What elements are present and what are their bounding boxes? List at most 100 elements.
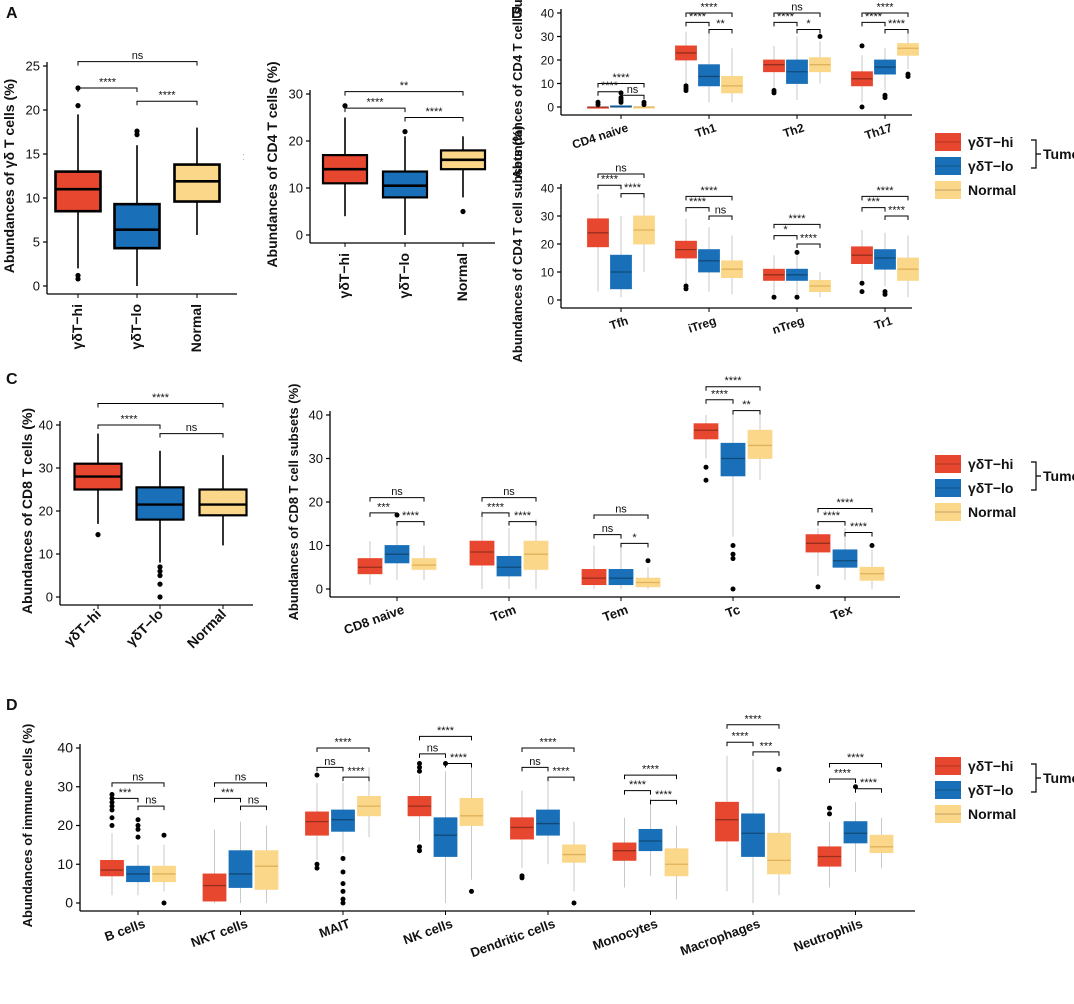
b2-lo-box <box>786 268 808 281</box>
d-sig-label: **** <box>437 725 455 737</box>
b2-sig-bracket <box>597 184 622 190</box>
d-lo-outlier <box>340 888 346 894</box>
c2-y-title: Abundances of CD8 T cell subsets (%) <box>286 384 301 621</box>
b2-sig-bracket <box>796 243 821 248</box>
d-normal-outlier <box>161 900 167 906</box>
b2-y-tick-label: 0 <box>547 294 554 308</box>
b2-hi-box <box>851 246 873 265</box>
a1-sig-bracket <box>136 100 198 106</box>
b1-category-label: CD4 naive <box>570 120 630 151</box>
c2-hi-box <box>693 423 719 440</box>
c2-y-tick-label: 0 <box>316 582 323 597</box>
a1-category-label: γδT−lo <box>128 304 144 349</box>
chart-c2: 0 10 20 30 40 Abundances of CD8 T cell subset… <box>286 375 900 637</box>
b1-sig-label: **** <box>888 18 906 30</box>
c2-lo-box <box>384 545 410 564</box>
d-y-tick-label: 10 <box>57 856 73 872</box>
d-y-tick-label: 40 <box>57 740 73 756</box>
legend-label: γδT−hi <box>968 134 1013 150</box>
d-hi-outlier <box>314 861 320 867</box>
d-sig-bracket <box>214 782 267 787</box>
d-lo-outlier <box>340 896 346 902</box>
d-hi-box <box>817 846 842 867</box>
d-normal-outlier <box>161 832 167 838</box>
d-lo-outlier <box>135 817 141 823</box>
b1-sig-label: **** <box>700 2 718 14</box>
d-lo-box <box>126 865 150 883</box>
a2-normal-outlier <box>460 208 466 215</box>
d-sig-label: **** <box>552 766 570 778</box>
legend-swatch <box>935 479 961 497</box>
b2-y-tick-label: 30 <box>541 210 555 224</box>
b2-category-label: Tr1 <box>872 313 894 332</box>
a1-hi-outlier <box>75 103 81 109</box>
b2-sig-label: **** <box>788 213 806 225</box>
legend-swatch <box>935 805 961 823</box>
a2-sig-label: **** <box>366 97 384 109</box>
d-lo-box <box>536 809 560 836</box>
c2-sig-bracket <box>620 542 649 548</box>
c2-sig-bracket <box>481 512 510 517</box>
d-hi-outlier <box>519 873 525 879</box>
panel-label-c: C <box>6 371 18 388</box>
b1-normal-box <box>897 43 919 56</box>
c1-y-tick-label: 10 <box>39 547 53 562</box>
c1-lo-outlier <box>157 581 163 587</box>
a2-lo-outlier <box>402 129 408 135</box>
b1-normal-outlier <box>817 34 823 39</box>
d-normal-outlier <box>776 766 782 772</box>
d-sig-bracket <box>829 763 882 768</box>
c1-category-label: Normal <box>184 606 229 651</box>
d-y-title: Abundances of immune cells (%) <box>20 724 35 928</box>
d-sig-label: ns <box>132 771 144 783</box>
d-hi-box <box>305 811 329 836</box>
c1-category-label: γδT−lo <box>123 606 166 649</box>
d-lo-outlier <box>340 855 346 861</box>
d-sig-label: ns <box>248 795 260 807</box>
a1-y-tick-label: 0 <box>33 279 40 294</box>
b2-lo-outlier <box>794 294 800 300</box>
a1-hi-outlier <box>75 272 81 279</box>
c2-sig-label: **** <box>487 501 505 513</box>
legend-swatch <box>935 781 961 799</box>
c1-sig-bracket <box>97 403 224 408</box>
b1-y-tick-label: 10 <box>541 77 555 91</box>
c2-hi-outlier <box>703 477 709 483</box>
c1-category-label: γδT−hi <box>61 606 104 649</box>
a2-y-tick-label: 30 <box>289 87 303 102</box>
b2-sig-bracket <box>620 193 645 198</box>
a1-category-label: Normal <box>188 304 204 352</box>
b2-sig-bracket <box>708 215 733 220</box>
c2-lo-outlier <box>730 586 736 592</box>
b1-sig-bracket <box>796 28 821 34</box>
c2-normal-box <box>747 429 773 459</box>
a1-lo-box <box>113 202 161 250</box>
b1-lo-box <box>874 59 896 75</box>
d-lo-box <box>433 817 458 857</box>
d-lo-outlier <box>340 900 346 906</box>
d-category-label: NKT cells <box>189 916 250 950</box>
a2-sig-label: ** <box>400 80 409 92</box>
c2-normal-outlier <box>869 543 875 548</box>
b1-y-tick-label: 20 <box>541 54 555 68</box>
legend-label: Normal <box>968 504 1016 520</box>
b2-sig-bracket <box>861 207 886 212</box>
b1-sig-label: **** <box>865 11 883 23</box>
d-sig-label: ns <box>235 771 247 783</box>
b1-y-tick-label: 0 <box>547 101 554 115</box>
legend-brace <box>1031 763 1041 793</box>
c2-sig-bracket <box>508 521 537 526</box>
chart-a1: 0 5 10 15 20 25 Abundances of γδ T cells (%) γδ… <box>1 50 237 352</box>
a1-sig-label: **** <box>99 77 117 89</box>
a1-y-tick-label: 15 <box>26 147 40 162</box>
d-sig-bracket <box>855 788 882 793</box>
b1-sig-bracket <box>597 83 645 88</box>
c2-sig-bracket <box>844 531 873 537</box>
a1-category-label: γδT−hi <box>69 304 85 349</box>
chart-layer: 0 5 10 15 20 25 Abundances of γδ T cells (%) γδ… <box>1 0 1074 960</box>
legend-swatch <box>935 181 961 199</box>
d-sig-label: **** <box>847 752 865 764</box>
d-sig-bracket <box>419 753 446 758</box>
a2-y-tick-label: 10 <box>289 181 303 196</box>
c2-sig-label: **** <box>724 375 742 387</box>
